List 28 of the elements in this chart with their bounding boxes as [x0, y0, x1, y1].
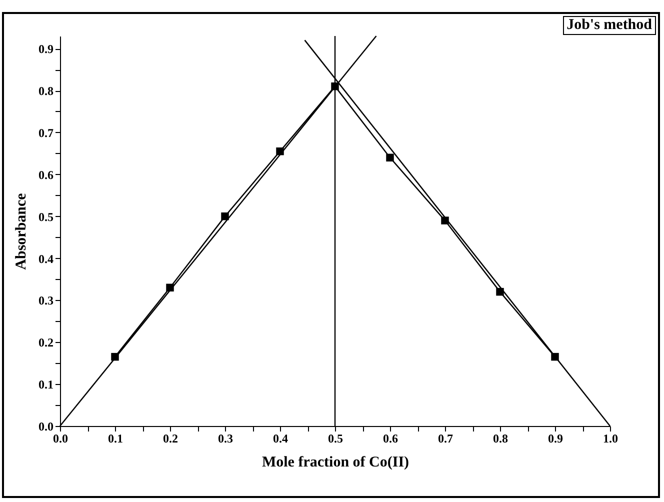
- point: [441, 216, 449, 224]
- x-tick-label: 0.8: [493, 432, 508, 446]
- x-tick-label: 0.9: [548, 432, 563, 446]
- text: 0.0: [53, 432, 68, 446]
- x-tick-label: 0.2: [163, 432, 178, 446]
- y-tick-label: 0.5: [38, 210, 54, 224]
- x-tick-label: 0.1: [108, 432, 123, 446]
- text: 1.0: [603, 432, 618, 446]
- point: [386, 154, 394, 162]
- point: [166, 284, 174, 292]
- y-tick-label: 0.8: [38, 84, 54, 98]
- point: [221, 212, 229, 220]
- x-tick-label: 0.4: [273, 432, 288, 446]
- y-tick-label: 0.3: [38, 294, 54, 308]
- x-tick-label: 0.7: [438, 432, 453, 446]
- y-tick-label: 0.2: [38, 336, 54, 350]
- y-tick-label: 0.7: [38, 126, 54, 140]
- x-tick-label: 0.3: [218, 432, 233, 446]
- x-tick-label: 0.6: [383, 432, 398, 446]
- y-tick-label: 0.9: [38, 42, 54, 56]
- y-tick-label: 0.4: [38, 252, 54, 266]
- chart-title: Job's method: [562, 16, 656, 35]
- text: 0.0: [38, 420, 54, 434]
- y-tick-label: 0.6: [38, 168, 54, 182]
- x-axis-title: Mole fraction of Co(II): [262, 454, 410, 470]
- x-tick-label: 0.5: [328, 432, 343, 446]
- y-tick-label: 0.1: [38, 378, 54, 392]
- y-axis-title: Absorbance: [14, 192, 30, 270]
